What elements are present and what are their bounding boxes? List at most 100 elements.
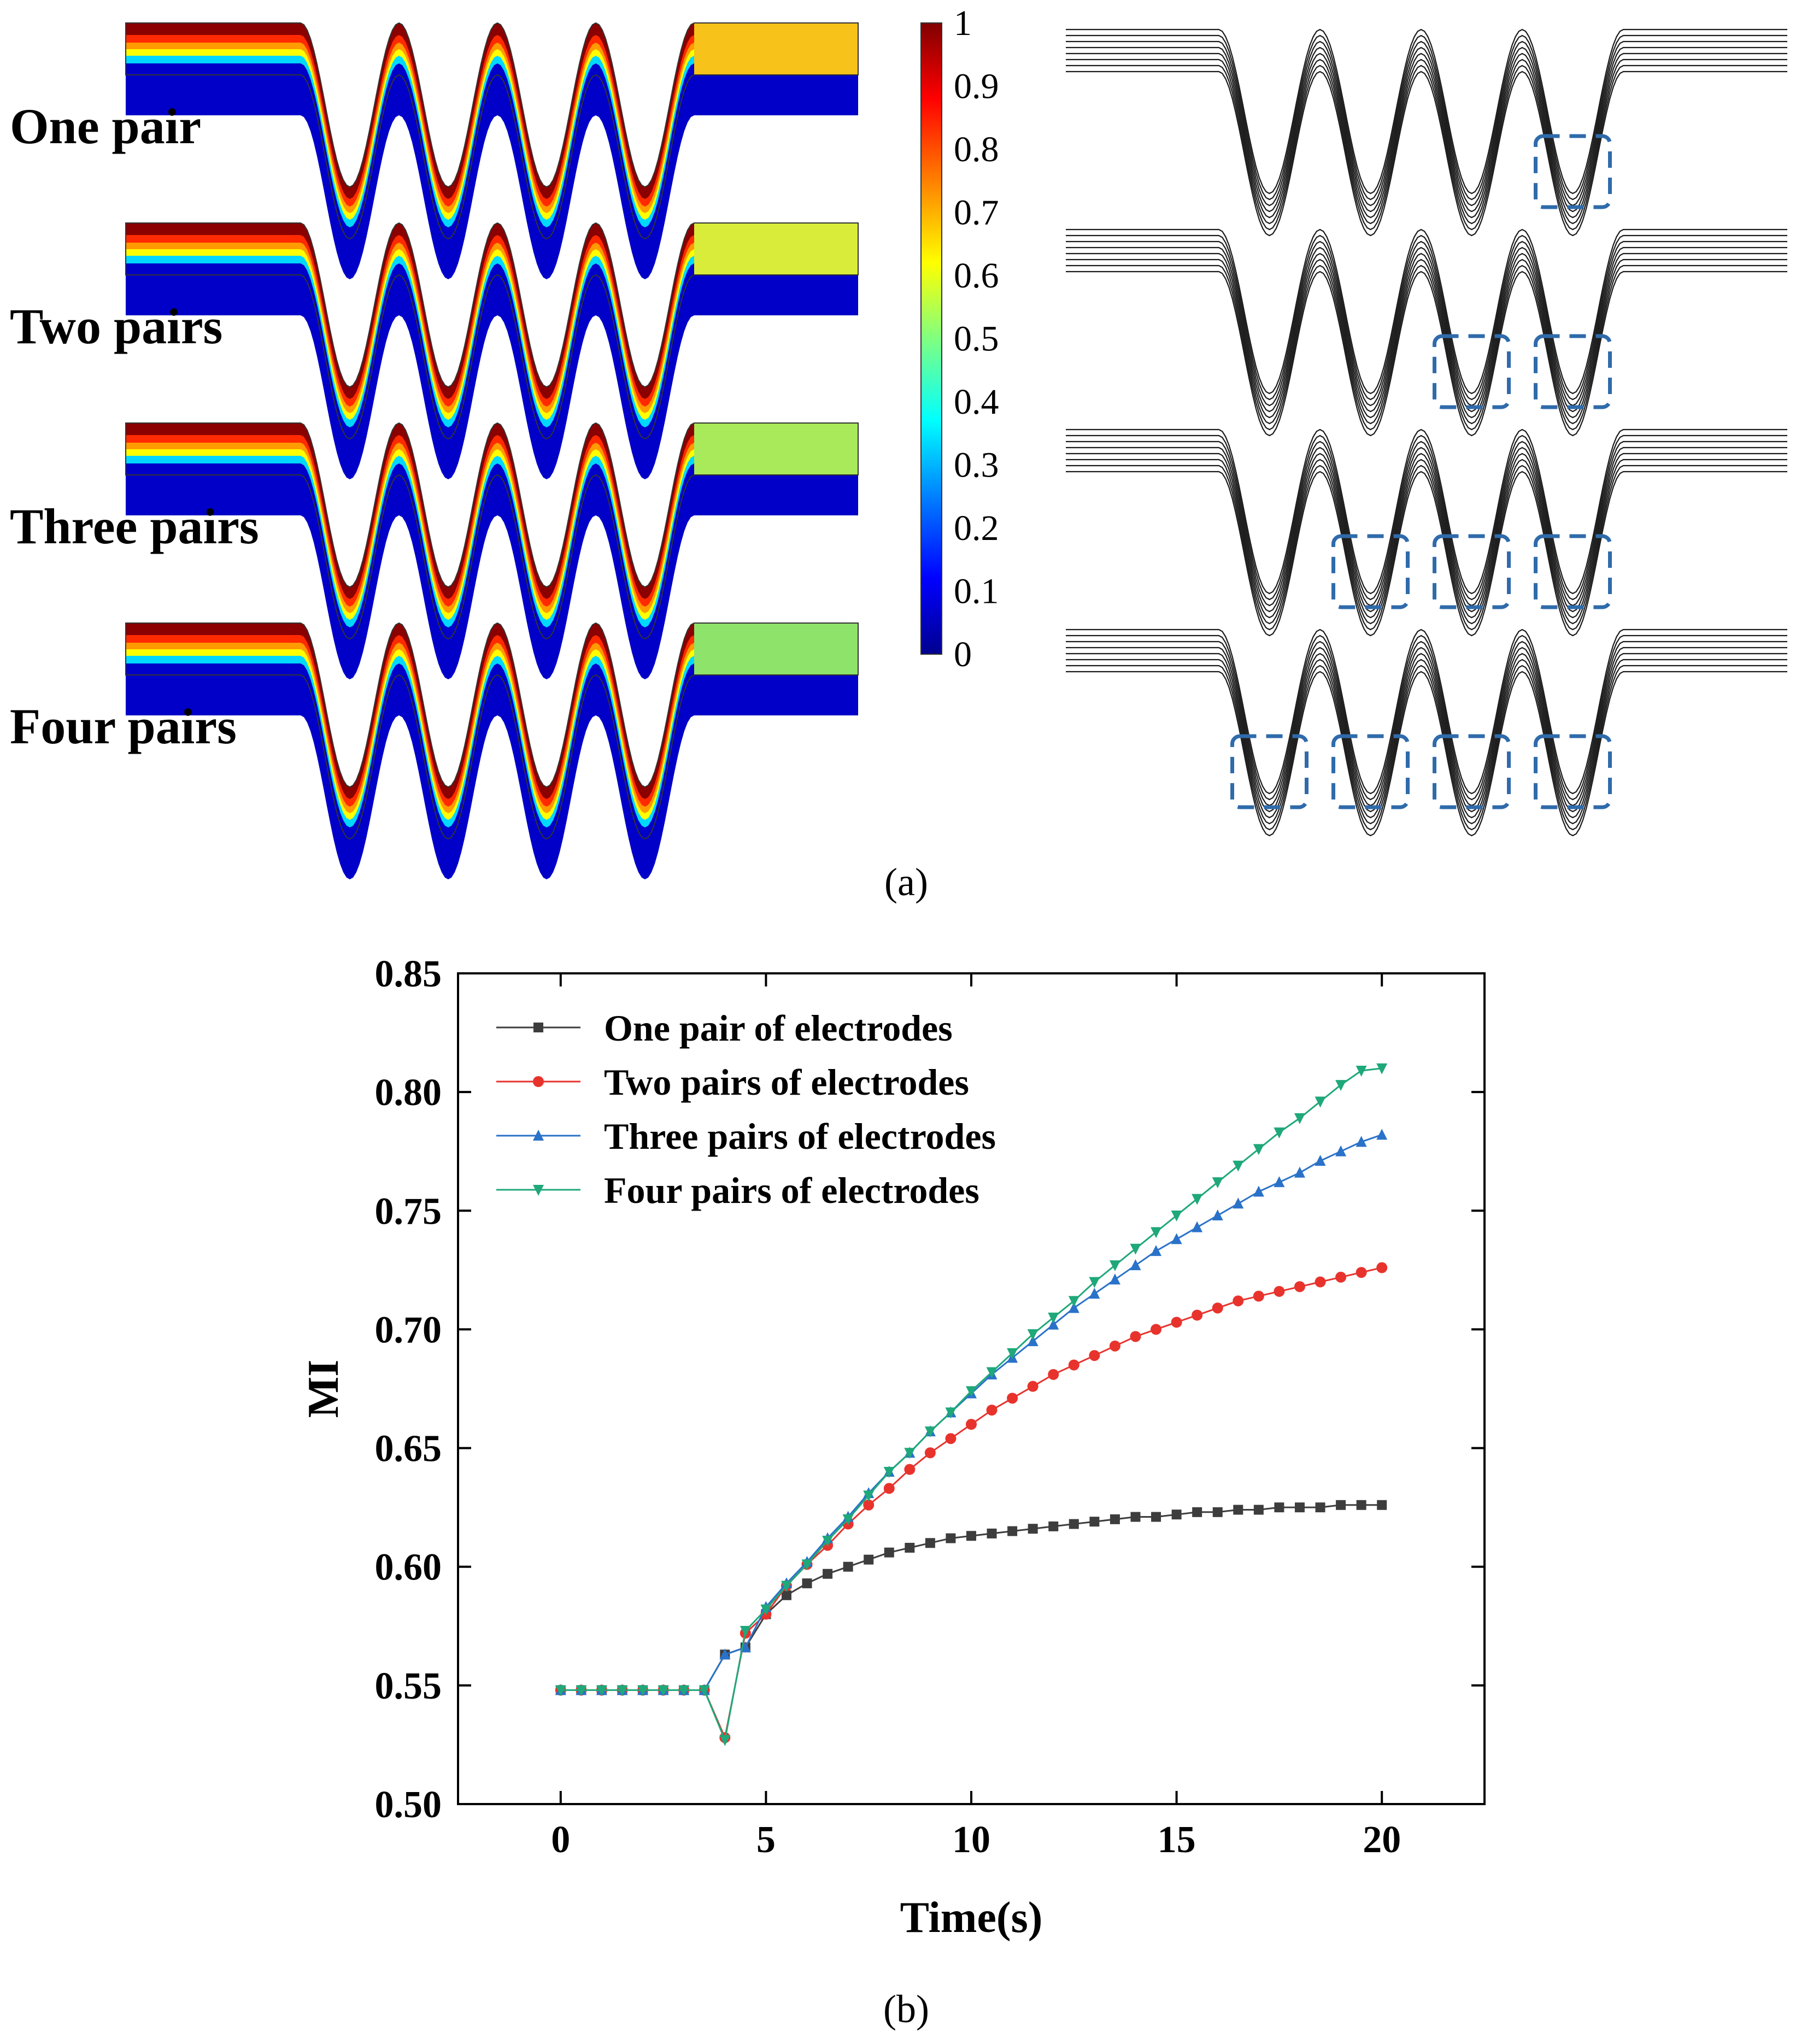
colorbar-tick-label: 0.8	[954, 130, 999, 169]
y-tick-label: 0.55	[375, 1665, 442, 1707]
data-point	[555, 1685, 566, 1696]
vortex-box	[1230, 734, 1309, 809]
data-point	[1377, 1500, 1387, 1510]
data-point	[946, 1533, 956, 1543]
data-point	[740, 1625, 751, 1637]
streamline	[1066, 665, 1787, 831]
data-point	[596, 1685, 607, 1696]
data-point	[1315, 1096, 1326, 1108]
contour-outline	[125, 622, 859, 840]
data-point	[1336, 1500, 1346, 1510]
data-point	[1109, 1340, 1120, 1352]
data-point	[760, 1604, 772, 1616]
data-point	[1274, 1176, 1285, 1188]
x-tick-label: 5	[756, 1819, 776, 1861]
streamline-channel	[1066, 28, 1787, 237]
data-point	[1110, 1514, 1120, 1524]
data-point	[905, 1542, 915, 1553]
data-point	[1253, 1505, 1264, 1515]
data-point	[1294, 1281, 1305, 1293]
data-point	[1335, 1145, 1347, 1156]
panel-a-caption: (a)	[884, 860, 928, 904]
series-three-pairs-of-electrodes	[555, 1129, 1388, 1695]
data-point	[1233, 1295, 1244, 1307]
streamline	[1066, 434, 1787, 601]
legend: One pair of electrodes Two pairs of elect…	[496, 1007, 996, 1211]
data-point	[864, 1554, 874, 1565]
series-two-pairs-of-electrodes	[555, 1262, 1388, 1743]
streamline-channel	[1066, 629, 1787, 837]
colorbar-tick-label: 0.5	[954, 319, 999, 359]
data-point	[678, 1685, 690, 1696]
row-label-four-pairs: Four pairs	[10, 698, 237, 754]
contour-outlet	[694, 223, 858, 275]
data-point	[802, 1578, 812, 1589]
colorbar-tick-label: 0	[954, 635, 972, 674]
streamline	[1066, 629, 1787, 795]
data-point	[1253, 1144, 1264, 1155]
streamline	[1066, 647, 1787, 813]
data-point	[1028, 1524, 1038, 1534]
streamline	[1066, 71, 1787, 237]
data-point	[1069, 1519, 1079, 1529]
streamline	[1066, 58, 1787, 225]
legend-label: Three pairs of electrodes	[604, 1115, 996, 1157]
data-point	[883, 1483, 895, 1494]
data-point	[1048, 1312, 1059, 1324]
contour-outlet	[694, 623, 858, 675]
data-point	[966, 1386, 977, 1397]
series-group	[555, 1063, 1388, 1746]
colorbar-gradient	[920, 22, 942, 655]
data-point	[1356, 1500, 1366, 1510]
vortex-box	[1534, 534, 1612, 609]
legend-marker	[533, 1023, 543, 1032]
data-point	[1253, 1290, 1264, 1302]
data-point	[1027, 1329, 1038, 1341]
contour-outline	[125, 222, 859, 440]
row-label-two-pairs: Two pairs	[10, 298, 222, 354]
colorbar-tick-label: 0.3	[954, 445, 999, 485]
streamline	[1066, 471, 1787, 637]
data-point	[987, 1528, 997, 1538]
data-point	[1294, 1166, 1305, 1178]
streamline	[1066, 271, 1787, 437]
data-point	[1007, 1348, 1018, 1359]
data-point	[1233, 1505, 1243, 1515]
streamline	[1066, 240, 1787, 407]
data-point	[781, 1581, 792, 1592]
data-point	[1151, 1324, 1162, 1335]
streamline	[1066, 46, 1787, 213]
data-point	[1356, 1066, 1367, 1077]
data-point	[1192, 1309, 1203, 1321]
streamline	[1066, 465, 1787, 631]
data-point	[1048, 1368, 1059, 1380]
data-point	[924, 1426, 936, 1438]
y-tick-label: 0.50	[375, 1784, 442, 1826]
data-point	[1171, 1317, 1182, 1328]
data-point	[1109, 1260, 1120, 1272]
streamline	[1066, 671, 1787, 837]
data-point	[1253, 1185, 1264, 1197]
data-point	[1212, 1177, 1223, 1189]
data-point	[1089, 1288, 1100, 1299]
y-tick-label: 0.80	[375, 1072, 442, 1114]
data-point	[1130, 1243, 1141, 1255]
data-point	[1027, 1335, 1038, 1347]
data-point	[966, 1419, 977, 1430]
vortex-box	[1433, 534, 1511, 609]
data-point	[1048, 1521, 1059, 1531]
vortex-box	[1534, 734, 1612, 809]
data-point	[1356, 1267, 1367, 1278]
data-point	[1171, 1233, 1182, 1244]
y-tick-label: 0.65	[375, 1428, 442, 1470]
data-point	[1315, 1502, 1325, 1513]
data-point	[1151, 1245, 1162, 1256]
data-point	[658, 1685, 669, 1696]
data-point	[1315, 1155, 1326, 1166]
colorbar-tick-label: 0.7	[954, 193, 999, 233]
streamline	[1066, 228, 1787, 395]
data-point	[925, 1538, 935, 1548]
colorbar-tick-label: 1	[954, 3, 972, 43]
data-point	[1151, 1227, 1162, 1238]
